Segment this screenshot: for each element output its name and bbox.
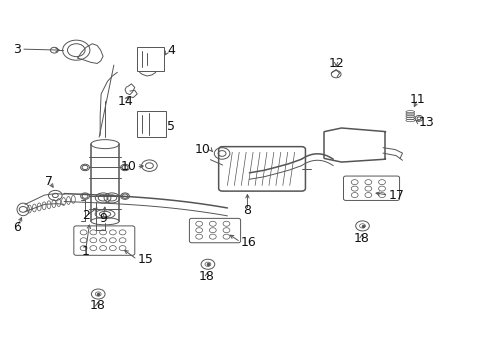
Text: 18: 18 xyxy=(353,232,369,245)
Text: 10: 10 xyxy=(120,160,136,173)
Text: 11: 11 xyxy=(409,93,425,106)
Text: 14: 14 xyxy=(118,95,133,108)
Text: 2: 2 xyxy=(82,210,90,222)
Text: 15: 15 xyxy=(137,253,153,266)
Text: 17: 17 xyxy=(387,189,404,202)
Text: 10: 10 xyxy=(194,143,210,156)
Text: 6: 6 xyxy=(13,221,21,234)
Bar xyxy=(137,47,163,71)
Text: 18: 18 xyxy=(89,299,105,312)
Text: 8: 8 xyxy=(243,204,251,217)
Text: 18: 18 xyxy=(199,270,214,283)
Text: 4: 4 xyxy=(167,44,175,57)
Text: 7: 7 xyxy=(45,175,53,188)
Text: 9: 9 xyxy=(99,212,107,225)
Bar xyxy=(137,111,166,137)
Text: 12: 12 xyxy=(327,57,344,70)
Text: 3: 3 xyxy=(13,42,21,55)
Text: 1: 1 xyxy=(81,244,89,257)
Text: 13: 13 xyxy=(418,116,434,129)
Text: 16: 16 xyxy=(240,235,256,248)
Text: 5: 5 xyxy=(167,120,175,133)
